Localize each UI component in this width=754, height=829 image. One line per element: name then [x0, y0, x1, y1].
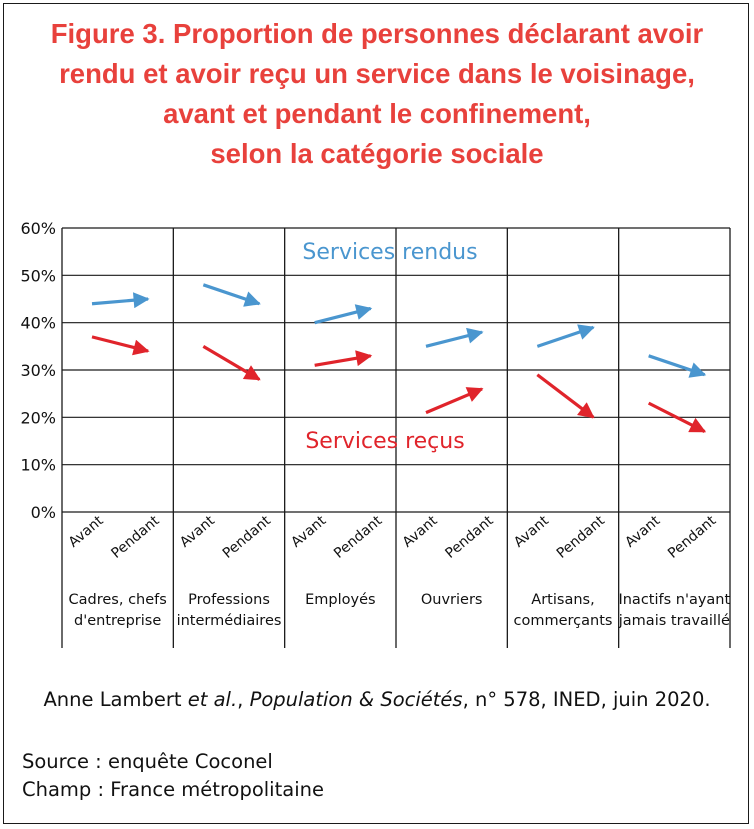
pendant-label: Pendant	[108, 512, 163, 561]
y-tick-label: 0%	[31, 503, 56, 522]
title-line-1: Figure 3. Proportion de personnes déclar…	[50, 18, 704, 49]
series-arrow	[536, 373, 595, 419]
series-arrow	[647, 401, 707, 433]
pendant-label: Pendant	[554, 512, 609, 561]
category-label: Artisans,	[531, 592, 594, 608]
series-label: Services reçus	[305, 429, 464, 454]
scope-line: Champ : France métropolitaine	[22, 778, 324, 801]
avant-label: Avant	[622, 512, 663, 550]
series-arrow	[314, 304, 373, 325]
y-tick-label: 40%	[20, 314, 56, 333]
citation-sep: ,	[237, 688, 250, 711]
series-arrow	[202, 283, 261, 307]
y-tick-label: 50%	[20, 266, 56, 285]
category-label: commerçants	[514, 613, 613, 629]
category-label: d'entreprise	[74, 613, 161, 629]
source-notes: Source : enquête Coconel Champ : France …	[22, 748, 324, 804]
category-label: intermédiaires	[177, 613, 282, 629]
chart-title: Figure 3. Proportion de personnes déclar…	[10, 14, 744, 174]
category-label: jamais travaillé	[618, 613, 730, 629]
category-label: Employés	[305, 592, 375, 608]
category-label: Professions	[188, 592, 270, 608]
y-tick-label: 30%	[20, 361, 56, 380]
citation-prefix: Anne Lambert	[43, 688, 188, 711]
source-line: Source : enquête Coconel	[22, 750, 273, 773]
category-label: Ouvriers	[421, 592, 483, 608]
avant-label: Avant	[511, 512, 552, 550]
citation-etal: et al.	[187, 688, 238, 711]
category-label: Inactifs n'ayant	[618, 592, 730, 608]
pendant-label: Pendant	[442, 512, 497, 561]
y-tick-label: 10%	[20, 456, 56, 475]
avant-label: Avant	[400, 512, 441, 550]
series-arrow	[648, 354, 707, 378]
citation-journal: Population & Sociétés	[249, 688, 463, 711]
pendant-label: Pendant	[220, 512, 275, 561]
avant-label: Avant	[177, 512, 218, 550]
y-tick-label: 20%	[20, 408, 56, 427]
series-arrow	[425, 327, 484, 348]
series-arrow	[536, 324, 595, 348]
series-arrow	[314, 350, 373, 367]
avant-label: Avant	[288, 512, 329, 550]
avant-label: Avant	[66, 512, 107, 550]
series-label: Services rendus	[302, 240, 477, 265]
title-line-3: avant et pendant le confinement,	[163, 98, 591, 129]
y-tick-label: 60%	[20, 219, 56, 238]
category-label: Cadres, chefs	[69, 592, 167, 608]
series-arrow	[202, 344, 261, 381]
figure-frame	[3, 3, 749, 824]
citation-suffix: , n° 578, INED, juin 2020.	[462, 688, 711, 711]
series-arrow	[425, 387, 484, 415]
series-arrow	[91, 335, 150, 356]
series-arrow	[91, 292, 150, 309]
pendant-label: Pendant	[331, 512, 386, 561]
title-line-4: selon la catégorie sociale	[210, 138, 544, 169]
title-line-2: rendu et avoir reçu un service dans le v…	[59, 58, 695, 89]
citation: Anne Lambert et al., Population & Sociét…	[0, 688, 754, 711]
pendant-label: Pendant	[665, 512, 720, 561]
